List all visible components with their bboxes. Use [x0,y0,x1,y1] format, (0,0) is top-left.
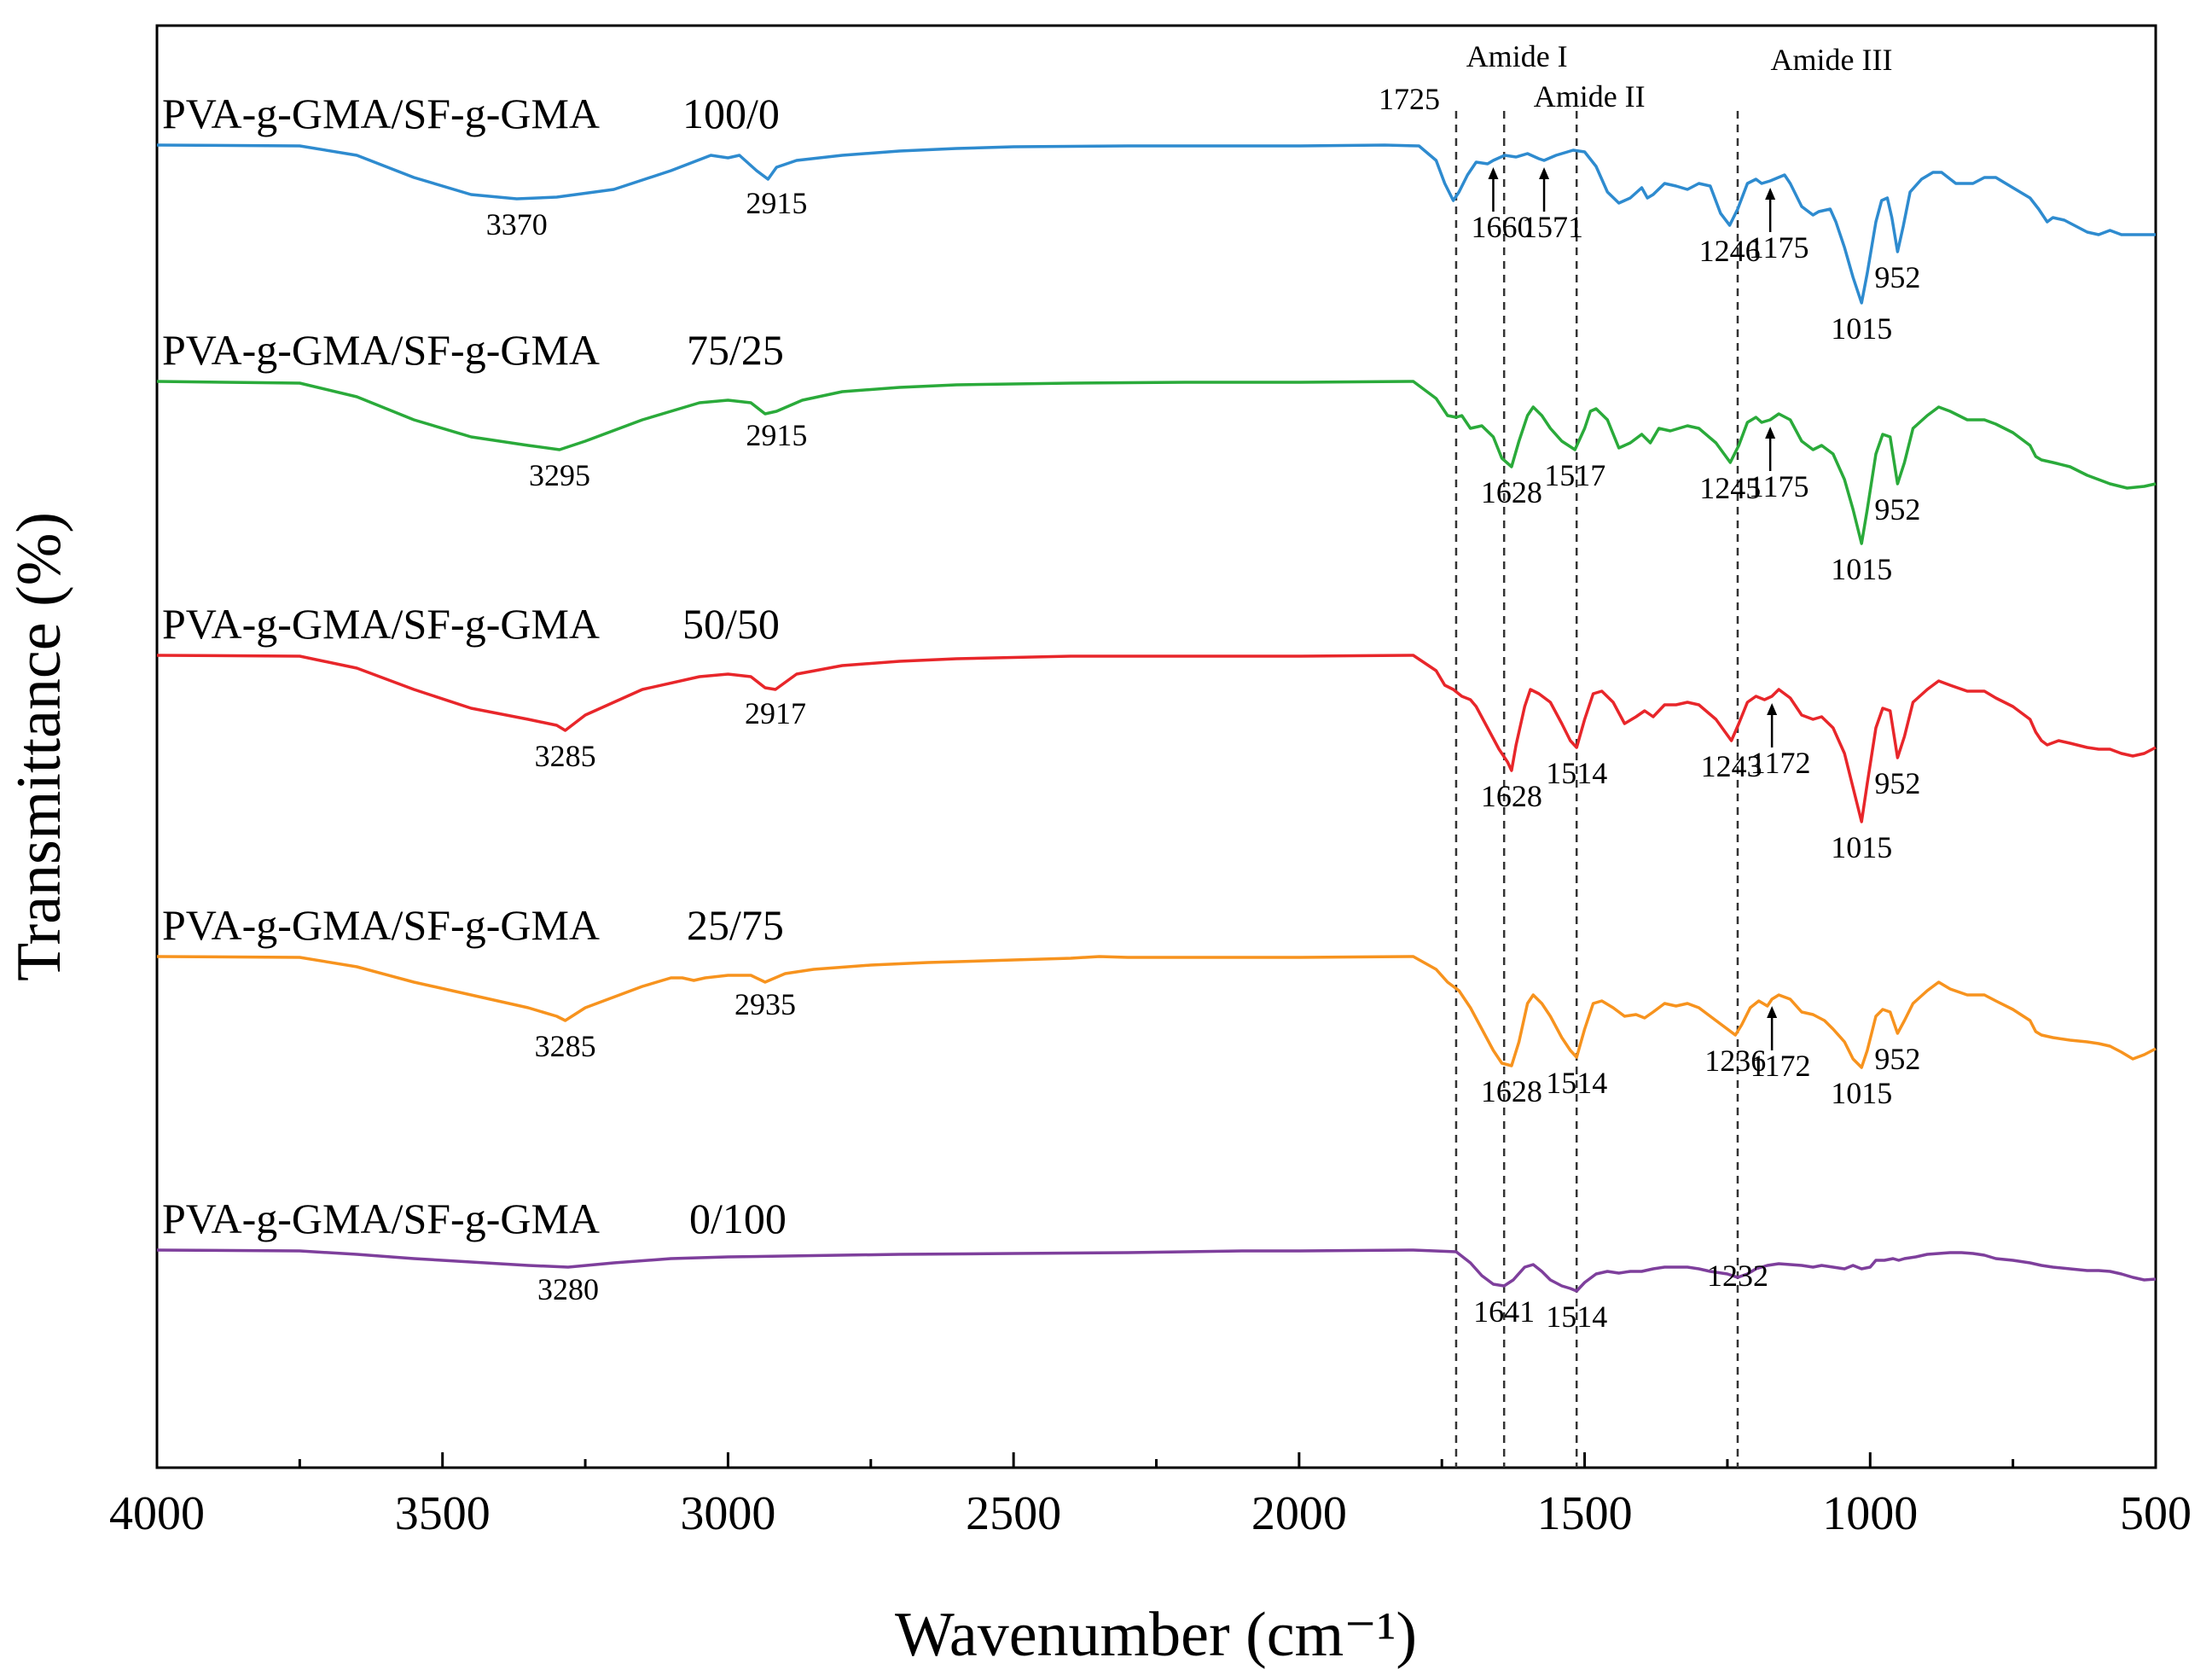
peak-label: 2915 [746,418,807,452]
spectrum-line [156,654,2157,823]
y-axis-label: Transmittance (%) [4,512,74,981]
peak-label: 1232 [1707,1259,1768,1293]
x-tick-label: 2000 [1251,1487,1347,1540]
x-tick-label: 1500 [1537,1487,1633,1540]
series-name: PVA-g-GMA/SF-g-GMA [162,1195,600,1242]
reference-line-label: 1725 [1379,82,1440,116]
peak-label: 1236 [1704,1044,1766,1078]
x-tick-label: 3500 [395,1487,491,1540]
peak-label: 1514 [1546,1066,1607,1100]
x-axis-ticks: 4000 3500 3000 2500 2000 1500 1000 500 [109,1452,2192,1540]
peak-label: 952 [1874,1042,1920,1076]
series-ratio: 0/100 [689,1195,787,1242]
peak-label: 3280 [537,1272,599,1306]
peak-label: 952 [1874,492,1920,526]
x-tick-label: 4000 [109,1487,205,1540]
series-name: PVA-g-GMA/SF-g-GMA [162,326,600,374]
peak-label: 1628 [1481,779,1542,813]
peak-label: 3285 [535,1029,596,1063]
peak-label: 1641 [1473,1294,1535,1329]
reference-line-label: Amide III [1771,43,1893,77]
peak-arrowhead [1767,703,1778,715]
reference-line-label: Amide I [1466,39,1568,73]
peak-label: 1660 [1471,210,1532,244]
x-tick-label: 500 [2120,1487,2192,1540]
peak-label: 2935 [734,987,796,1021]
peak-arrowhead [1539,167,1550,179]
series-ratio: 100/0 [682,90,780,137]
series-name: PVA-g-GMA/SF-g-GMA [162,90,600,137]
peak-label: 3370 [486,207,548,241]
peak-label: 1015 [1831,552,1892,586]
peak-label: 1628 [1481,475,1542,509]
peak-label: 1628 [1481,1074,1542,1108]
peak-label: 1015 [1831,311,1892,346]
peak-label: 952 [1874,260,1920,294]
peak-arrowhead [1765,427,1776,439]
peak-label: 952 [1874,766,1920,800]
peak-label: 1172 [1750,1049,1811,1083]
peak-label: 1514 [1546,756,1607,790]
x-tick-label: 2500 [966,1487,1061,1540]
peak-label: 2915 [746,186,807,220]
series-name: PVA-g-GMA/SF-g-GMA [162,901,600,949]
spectra-curves [156,143,2157,1293]
series-ratio: 50/50 [682,600,780,648]
series-ratio: 75/25 [687,326,784,374]
x-tick-label: 3000 [680,1487,775,1540]
peak-label: 1517 [1544,458,1605,492]
peak-label: 1245 [1699,471,1761,505]
spectrum-line [156,143,2156,305]
peak-label: 1246 [1699,234,1761,268]
x-axis-label: Wavenumber (cm⁻¹) [895,1600,1417,1670]
peak-label: 1514 [1546,1300,1607,1334]
reference-lines: 1725 Amide I Amide II Amide III [1379,39,1893,1468]
peak-arrowhead [1488,167,1499,179]
peak-label: 1015 [1831,1076,1892,1110]
peak-label: 1571 [1522,210,1583,244]
peak-label: 3285 [535,739,596,773]
series-ratio: 25/75 [687,901,784,949]
spectrum-line [156,1248,2157,1293]
peak-label: 2917 [745,696,806,730]
peak-labels: 3370291516601571124611751015952329529151… [486,167,1920,1334]
peak-arrowhead [1765,188,1776,200]
peak-label: 1243 [1701,749,1762,783]
spectrum-line [156,955,2157,1069]
series-labels: PVA-g-GMA/SF-g-GMA 100/0 PVA-g-GMA/SF-g-GM… [162,90,787,1242]
series-name: PVA-g-GMA/SF-g-GMA [162,600,600,648]
peak-arrowhead [1767,1006,1778,1018]
peak-label: 3295 [529,458,590,492]
spectrum-line [156,380,2157,545]
peak-label: 1175 [1749,230,1809,265]
reference-line-label: Amide II [1534,79,1646,113]
peak-label: 1175 [1749,469,1809,503]
peak-label: 1172 [1750,746,1811,780]
x-tick-label: 1000 [1822,1487,1918,1540]
peak-label: 1015 [1831,830,1892,864]
